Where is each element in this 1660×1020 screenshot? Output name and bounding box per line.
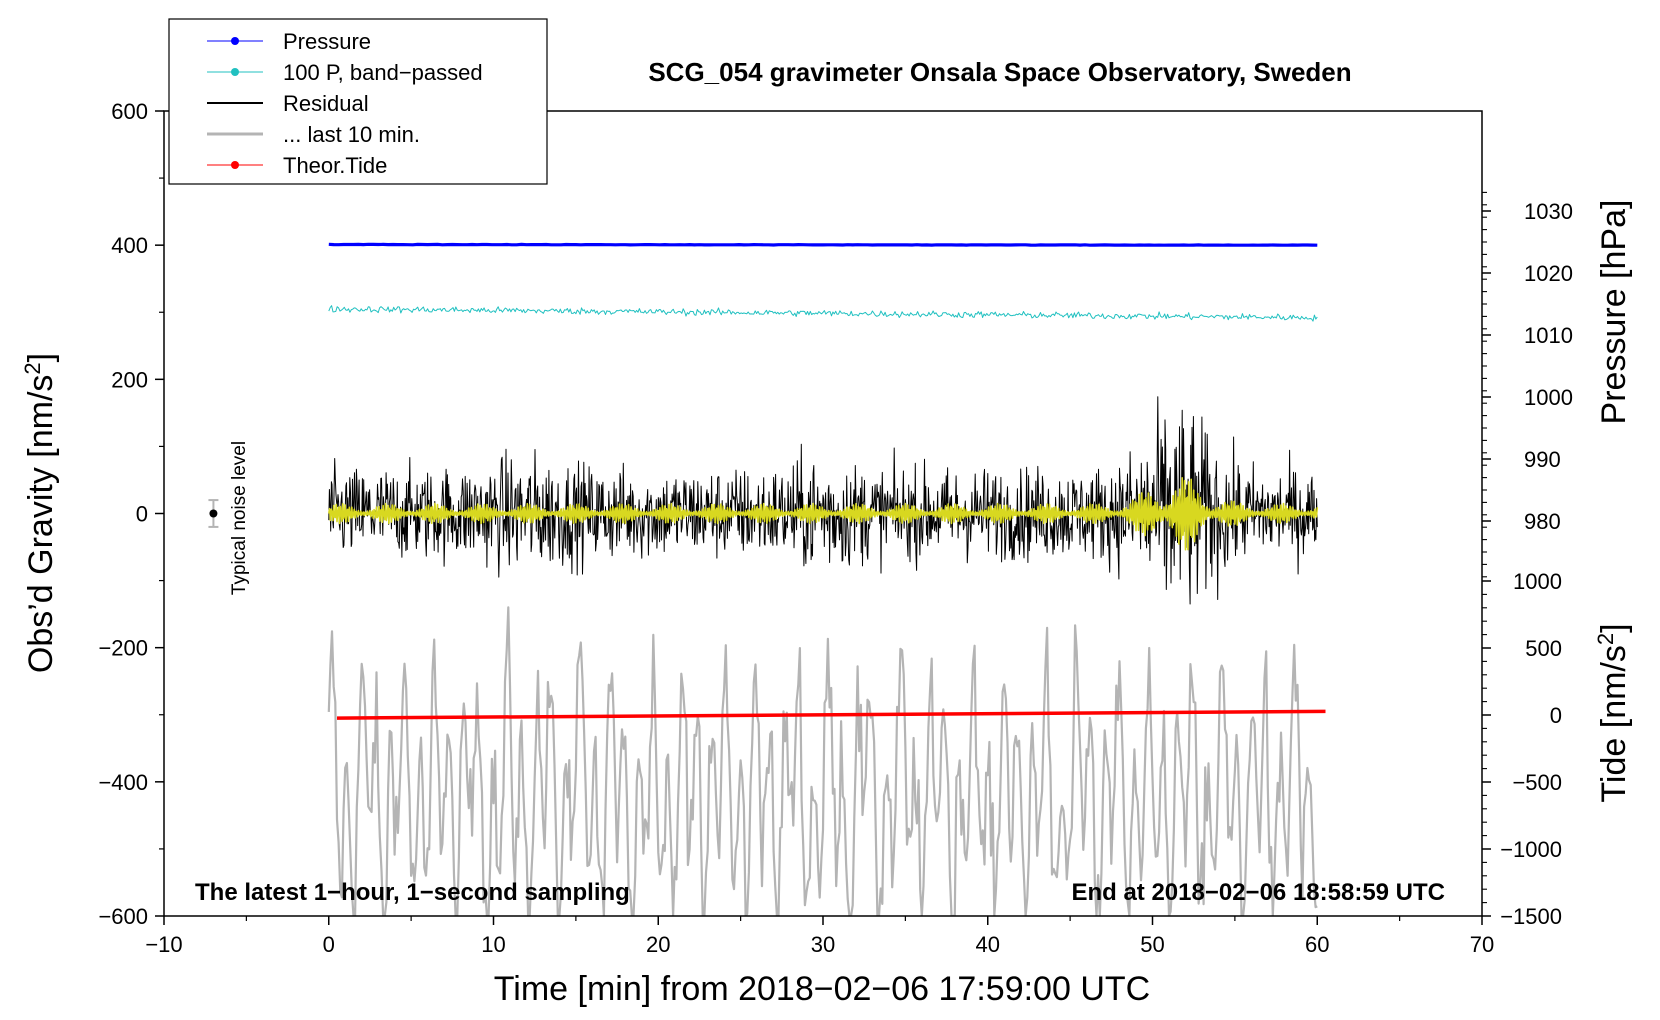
x-tick-label: 10 (481, 932, 505, 957)
series-last-10-min (327, 606, 1318, 916)
x-tick-label: 50 (1140, 932, 1164, 957)
y-axis-title-tide: Tide [nm/s2] (1593, 623, 1633, 802)
legend-marker (231, 161, 239, 169)
y-tick-label: −600 (98, 904, 148, 929)
y-tick-label: −200 (98, 636, 148, 661)
y-axis-title-left: Obs’d Gravity [nm/s2] (20, 353, 60, 673)
x-tick-label: 20 (646, 932, 670, 957)
x-tick-label: −10 (145, 932, 182, 957)
x-tick-label: 30 (811, 932, 835, 957)
legend-label: Theor.Tide (283, 153, 387, 178)
y-axis-title-tide-sup: 2 (1593, 633, 1618, 645)
tide-tick-label: −1500 (1500, 904, 1562, 929)
tide-tick-label: −1000 (1500, 837, 1562, 862)
pressure-tick-label: 980 (1524, 509, 1561, 534)
annotation-right: End at 2018−02−06 18:58:59 UTC (1071, 879, 1445, 906)
y-tick-label: 400 (111, 233, 148, 258)
legend-item: Theor.Tide (207, 153, 387, 178)
pressure-tick-label: 1010 (1524, 323, 1573, 348)
legend-label: ... last 10 min. (283, 122, 420, 147)
x-tick-label: 60 (1305, 932, 1329, 957)
y-tick-label: 0 (136, 502, 148, 527)
pressure-tick-label: 990 (1524, 447, 1561, 472)
tide-tick-label: 500 (1525, 636, 1562, 661)
pressure-tick-label: 1000 (1524, 385, 1573, 410)
legend-item: 100 P, band−passed (207, 60, 483, 85)
y-axis-title-tide-end: ] (1595, 623, 1633, 632)
y-tick-label: 600 (111, 99, 148, 124)
legend-marker (231, 37, 239, 45)
y-axis-title-left-end: ] (22, 353, 60, 362)
legend-item: Residual (207, 91, 369, 116)
series-residual (328, 396, 1318, 605)
y-axis-title-left-sup: 2 (20, 362, 45, 374)
x-tick-label: 40 (976, 932, 1000, 957)
tide-tick-label: −500 (1512, 770, 1562, 795)
pressure-tick-label: 1020 (1524, 261, 1573, 286)
pressure-tick-label: 1030 (1524, 199, 1573, 224)
legend-marker (231, 68, 239, 76)
chart-title: SCG_054 gravimeter Onsala Space Observat… (648, 57, 1351, 87)
series-theor-tide (336, 709, 1326, 720)
legend-label: 100 P, band−passed (283, 60, 483, 85)
legend-label: Residual (283, 91, 369, 116)
annotation-left: The latest 1−hour, 1−second sampling (195, 879, 630, 906)
legend-box (168, 18, 548, 185)
x-tick-label: 70 (1470, 932, 1494, 957)
axes-layer: −10 0 10 20 30 40 50 60 706004002000−200−400−600… (98, 99, 1573, 957)
x-axis-title: Time [min] from 2018−02−06 17:59:00 UTC (494, 970, 1150, 1008)
legend: Pressure 100 P, band−passed Residual ... la… (168, 18, 548, 185)
y-axis-title-left-main: Obs’d Gravity [nm/s (22, 375, 60, 674)
series-filtered-residual (328, 476, 1319, 551)
y-axis-title-tide-main: Tide [nm/s (1595, 645, 1633, 802)
y-tick-label: −400 (98, 770, 148, 795)
legend-label: Pressure (283, 29, 371, 54)
noise-label: Typical noise level (229, 441, 250, 595)
y-axis-title-pressure: Pressure [hPa] (1595, 200, 1633, 425)
tide-tick-label: 0 (1550, 703, 1562, 728)
legend-item: Pressure (207, 29, 371, 54)
series-pressure (328, 242, 1318, 247)
series-layer (327, 242, 1326, 916)
legend-item: ... last 10 min. (207, 122, 420, 147)
noise-marker (209, 509, 218, 518)
tide-tick-label: 1000 (1513, 569, 1562, 594)
series-band-passed-pressure (328, 305, 1318, 322)
noise-indicator (208, 499, 219, 528)
y-tick-label: 200 (111, 367, 148, 392)
x-tick-label: 0 (323, 932, 335, 957)
